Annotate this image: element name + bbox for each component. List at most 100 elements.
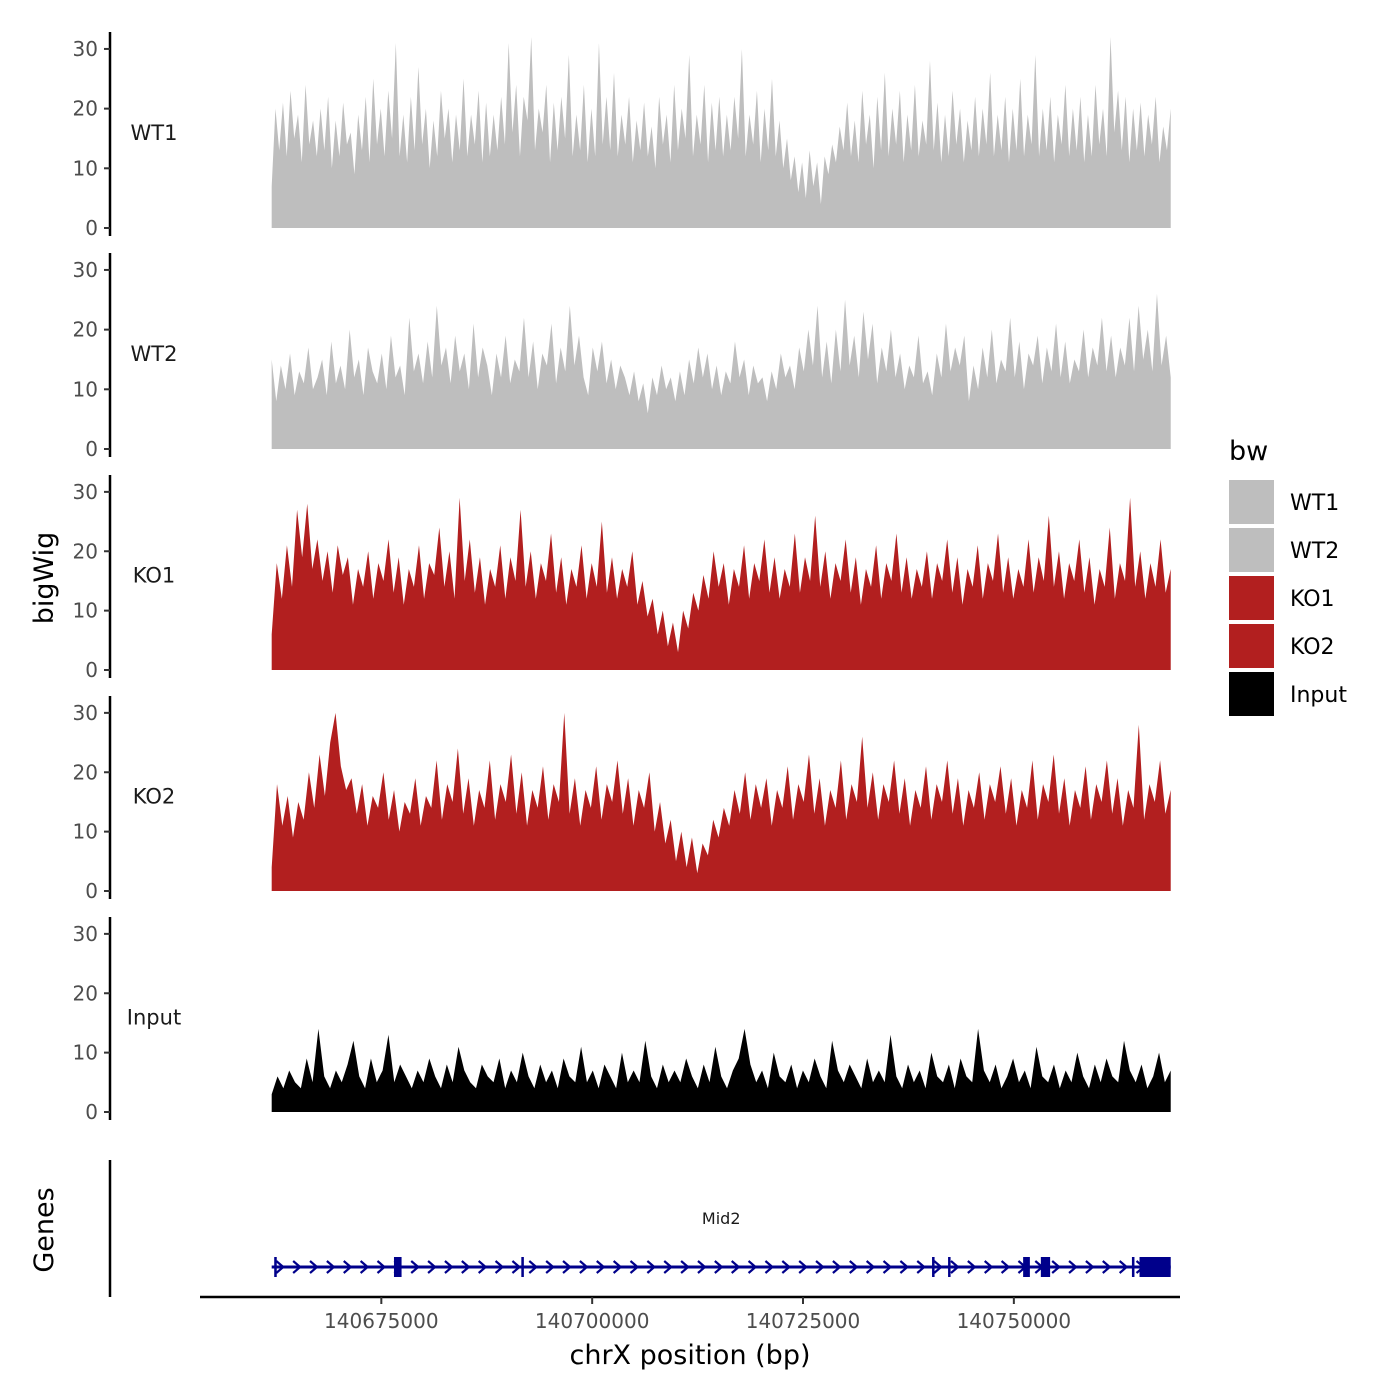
- y-axis-title: bigWig: [29, 532, 60, 625]
- y-tick-label: 20: [73, 760, 98, 784]
- y-tick-label: 0: [85, 1100, 98, 1124]
- exon: [1040, 1257, 1051, 1277]
- strand-arrow: [309, 1260, 319, 1274]
- strand-arrow: [849, 1260, 859, 1274]
- strand-arrow: [950, 1260, 960, 1274]
- y-tick-label: 10: [73, 820, 98, 844]
- strand-arrow: [596, 1260, 606, 1274]
- strand-arrow: [343, 1260, 353, 1274]
- y-tick-label: 10: [73, 156, 98, 180]
- y-tick-label: 30: [73, 701, 98, 725]
- y-tick-label: 0: [85, 658, 98, 682]
- exon: [1131, 1257, 1135, 1277]
- strand-arrow: [376, 1260, 387, 1274]
- exon: [393, 1257, 402, 1277]
- legend-label: WT1: [1290, 491, 1339, 516]
- genes-axis-title: Genes: [29, 1187, 60, 1272]
- legend-title: bw: [1229, 436, 1268, 467]
- legend-entry-wt2: WT2: [1229, 528, 1339, 572]
- y-tick-label: 0: [85, 216, 98, 240]
- legend-label: KO1: [1290, 587, 1335, 612]
- strand-arrow: [494, 1260, 505, 1274]
- x-axis-title: chrX position (bp): [569, 1340, 810, 1371]
- y-tick-label: 20: [73, 539, 98, 563]
- strand-arrow: [1118, 1260, 1129, 1274]
- legend-swatch: [1229, 624, 1274, 668]
- strand-arrow: [1000, 1260, 1011, 1274]
- strand-arrow: [1085, 1260, 1095, 1274]
- x-tick-label: 140725000: [746, 1309, 861, 1333]
- y-tick-label: 20: [73, 318, 98, 342]
- strand-arrow: [1051, 1260, 1061, 1274]
- x-tick-label: 140750000: [957, 1309, 1072, 1333]
- tracks-layer: 0 10 20 30 WT1 0 10 20 30 WT2 0 10 20 30 KO1 0 10 20 30 KO2…: [73, 32, 1171, 1124]
- strand-arrow: [663, 1260, 673, 1274]
- strand-arrow: [730, 1260, 741, 1274]
- strand-arrow: [680, 1260, 690, 1274]
- track-label: KO2: [133, 784, 176, 808]
- strand-arrow: [967, 1260, 977, 1274]
- strand-arrow: [511, 1260, 522, 1274]
- strand-arrow: [275, 1260, 285, 1274]
- strand-arrow: [646, 1260, 657, 1274]
- legend-swatch: [1229, 672, 1274, 716]
- legend-label: WT2: [1290, 539, 1339, 564]
- x-tick-label: 140675000: [324, 1309, 439, 1333]
- strand-arrow: [292, 1260, 302, 1274]
- y-tick-label: 30: [73, 258, 98, 282]
- x-tick-label: 140700000: [535, 1309, 650, 1333]
- signal-area-ko1: [271, 497, 1171, 670]
- strand-arrow: [747, 1260, 758, 1274]
- y-tick-label: 30: [73, 37, 98, 61]
- exon: [521, 1257, 524, 1277]
- y-tick-label: 10: [73, 1041, 98, 1065]
- y-tick-label: 10: [73, 377, 98, 401]
- strand-arrow: [781, 1260, 791, 1274]
- strand-arrow: [798, 1260, 808, 1274]
- strand-arrow: [359, 1260, 370, 1274]
- strand-arrow: [528, 1260, 538, 1274]
- y-tick-label: 30: [73, 480, 98, 504]
- strand-arrow: [326, 1260, 336, 1274]
- gene-name-label: Mid2: [702, 1209, 741, 1228]
- exon: [1139, 1257, 1171, 1277]
- strand-arrow: [562, 1260, 572, 1274]
- y-tick-label: 20: [73, 981, 98, 1005]
- legend-swatch: [1229, 528, 1274, 572]
- strand-arrow: [461, 1260, 471, 1274]
- signal-area-input: [271, 1028, 1171, 1112]
- track-ko1: 0 10 20 30 KO1: [73, 475, 1171, 682]
- legend: bw WT1 WT2 KO1 KO2 Input: [1229, 436, 1347, 716]
- track-ko2: 0 10 20 30 KO2: [73, 696, 1171, 903]
- track-label: WT1: [131, 121, 178, 145]
- legend-label: Input: [1290, 683, 1347, 708]
- strand-arrow: [1102, 1260, 1112, 1274]
- y-tick-label: 0: [85, 879, 98, 903]
- legend-entry-ko2: KO2: [1229, 624, 1335, 668]
- track-label: WT2: [131, 342, 178, 366]
- strand-arrow: [612, 1260, 623, 1274]
- legend-swatch: [1229, 480, 1274, 524]
- exon: [948, 1257, 951, 1277]
- legend-swatch: [1229, 576, 1274, 620]
- strand-arrow: [832, 1260, 842, 1274]
- strand-arrow: [882, 1260, 893, 1274]
- legend-entry-ko1: KO1: [1229, 576, 1335, 620]
- track-wt2: 0 10 20 30 WT2: [73, 253, 1171, 461]
- signal-area-wt1: [271, 37, 1171, 228]
- y-tick-label: 10: [73, 599, 98, 623]
- legend-entry-wt1: WT1: [1229, 480, 1339, 524]
- signal-area-wt2: [271, 293, 1171, 449]
- strand-arrow: [545, 1260, 555, 1274]
- x-axis: 140675000 140700000 140725000 140750000: [200, 1295, 1180, 1333]
- strand-arrow: [933, 1260, 943, 1274]
- strand-arrow: [697, 1260, 707, 1274]
- exon: [932, 1257, 935, 1277]
- strand-arrow: [444, 1260, 454, 1274]
- strand-arrow: [899, 1260, 910, 1274]
- legend-label: KO2: [1290, 635, 1335, 660]
- strand-arrow: [714, 1260, 724, 1274]
- track-input: 0 10 20 30 Input: [73, 917, 1171, 1124]
- track-label: Input: [127, 1005, 181, 1029]
